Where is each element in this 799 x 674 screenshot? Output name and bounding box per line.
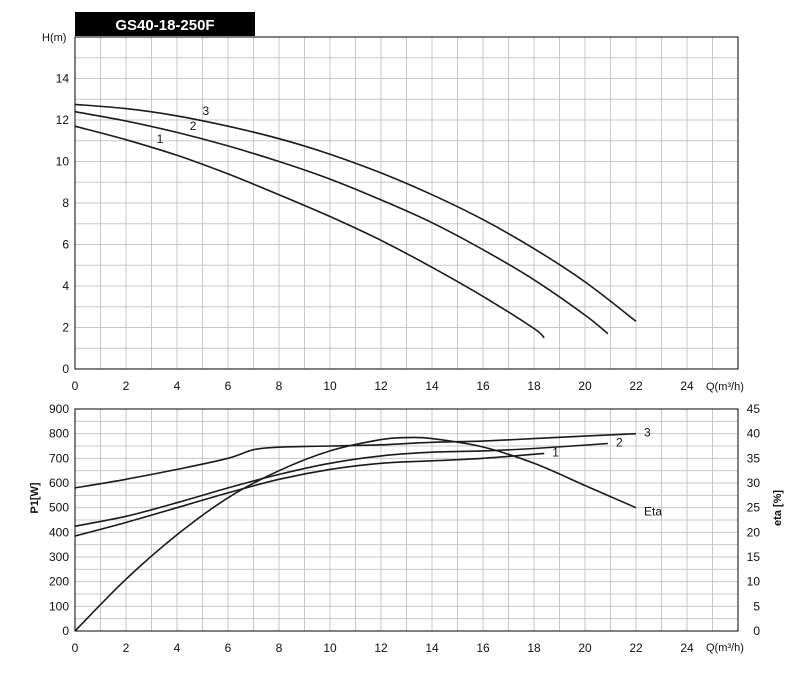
power-curve-2	[74, 442, 608, 527]
power-x-tick-label: 12	[374, 641, 388, 655]
head-x-tick-label: 4	[174, 379, 181, 393]
power-chart-ticks: 0 2 4 6 8 10 12 14 16 18 20 22 240100200300400500600…	[49, 402, 760, 655]
head-y-tick-label: 14	[56, 72, 70, 86]
power-curve-3	[74, 432, 637, 489]
power-y-tick-label: 700	[49, 451, 69, 465]
eta-y-tick-label: 15	[747, 550, 761, 564]
eta-y-tick-label: 45	[747, 402, 761, 416]
power-x-tick-label: 16	[476, 641, 490, 655]
head-x-tick-label: 8	[276, 379, 283, 393]
head-x-tick-label: 2	[123, 379, 130, 393]
head-y-tick-label: 8	[62, 196, 69, 210]
eta-y-tick-label: 40	[747, 427, 761, 441]
power-curve-1	[74, 452, 545, 537]
power-x-tick-label: 0	[72, 641, 79, 655]
power-y-tick-label: 600	[49, 476, 69, 490]
power-x-tick-label: 4	[174, 641, 181, 655]
head-curve-3	[74, 103, 637, 322]
head-curve-1	[74, 125, 545, 339]
power-x-tick-label: 2	[123, 641, 130, 655]
head-x-tick-label: 14	[425, 379, 439, 393]
head-y-tick-label: 2	[62, 321, 69, 335]
power-y-tick-label: 300	[49, 550, 69, 564]
head-x-tick-label: 12	[374, 379, 388, 393]
head-chart-frame	[74, 36, 739, 370]
head-x-tick-label: 0	[72, 379, 79, 393]
head-x-tick-label: 22	[629, 379, 643, 393]
title-banner	[75, 12, 255, 36]
eta-y-tick-label: 0	[753, 624, 760, 638]
head-curve-label-2: 2	[190, 119, 197, 133]
head-x-tick-label: 6	[225, 379, 232, 393]
head-y-tick-label: 12	[56, 113, 70, 127]
eta-y-tick-label: 20	[747, 525, 761, 539]
head-x-axis-label: Q(m³/h)	[706, 381, 744, 393]
power-y-tick-label: 400	[49, 525, 69, 539]
head-y-tick-label: 6	[62, 238, 69, 252]
eta-y-tick-label: 25	[747, 501, 761, 515]
eta-y-tick-label: 30	[747, 476, 761, 490]
power-curve-label-3: 3	[644, 426, 651, 440]
power-x-tick-label: 18	[527, 641, 541, 655]
power-y-tick-label: 200	[49, 575, 69, 589]
head-x-tick-label: 24	[680, 379, 694, 393]
head-curve-label-3: 3	[203, 104, 210, 118]
head-x-tick-label: 16	[476, 379, 490, 393]
power-curve-label-eta: Eta	[644, 505, 662, 519]
eta-y-tick-label: 10	[747, 575, 761, 589]
power-curve-label-2: 2	[616, 436, 623, 450]
power-y-tick-label: 100	[49, 599, 69, 613]
head-x-tick-label: 10	[323, 379, 337, 393]
power-x-tick-label: 8	[276, 641, 283, 655]
power-x-tick-label: 22	[629, 641, 643, 655]
power-x-tick-label: 20	[578, 641, 592, 655]
head-y-tick-label: 0	[62, 362, 69, 376]
power-y-tick-label: 0	[62, 624, 69, 638]
head-curve-label-1: 1	[157, 132, 164, 146]
power-curve-label-1: 1	[552, 445, 559, 459]
eta-y-axis-label: eta [%]	[772, 490, 784, 526]
eta-y-tick-label: 5	[753, 599, 760, 613]
head-y-tick-label: 4	[62, 279, 69, 293]
power-chart-frame	[74, 408, 739, 632]
power-x-tick-label: 14	[425, 641, 439, 655]
head-x-tick-label: 20	[578, 379, 592, 393]
head-curve-2	[74, 110, 609, 335]
head-y-axis-label: H(m)	[42, 32, 66, 44]
power-chart-grid	[75, 409, 738, 631]
power-y-tick-label: 900	[49, 402, 69, 416]
power-x-tick-label: 6	[225, 641, 232, 655]
power-y-tick-label: 800	[49, 427, 69, 441]
head-x-tick-label: 18	[527, 379, 541, 393]
eta-y-tick-label: 35	[747, 451, 761, 465]
chart-title: GS40-18-250F	[115, 17, 214, 34]
power-x-tick-label: 24	[680, 641, 694, 655]
power-x-axis-label: Q(m³/h)	[706, 642, 744, 654]
power-chart-curves: 1 2 3 Eta	[74, 426, 662, 632]
head-y-tick-label: 10	[56, 155, 70, 169]
head-chart-curves: 1 23	[74, 103, 637, 339]
power-y-tick-label: 500	[49, 501, 69, 515]
power-y-axis-label: P1[W]	[29, 482, 41, 514]
power-x-tick-label: 10	[323, 641, 337, 655]
power-curve-eta	[74, 436, 637, 632]
head-chart-grid	[75, 37, 738, 369]
